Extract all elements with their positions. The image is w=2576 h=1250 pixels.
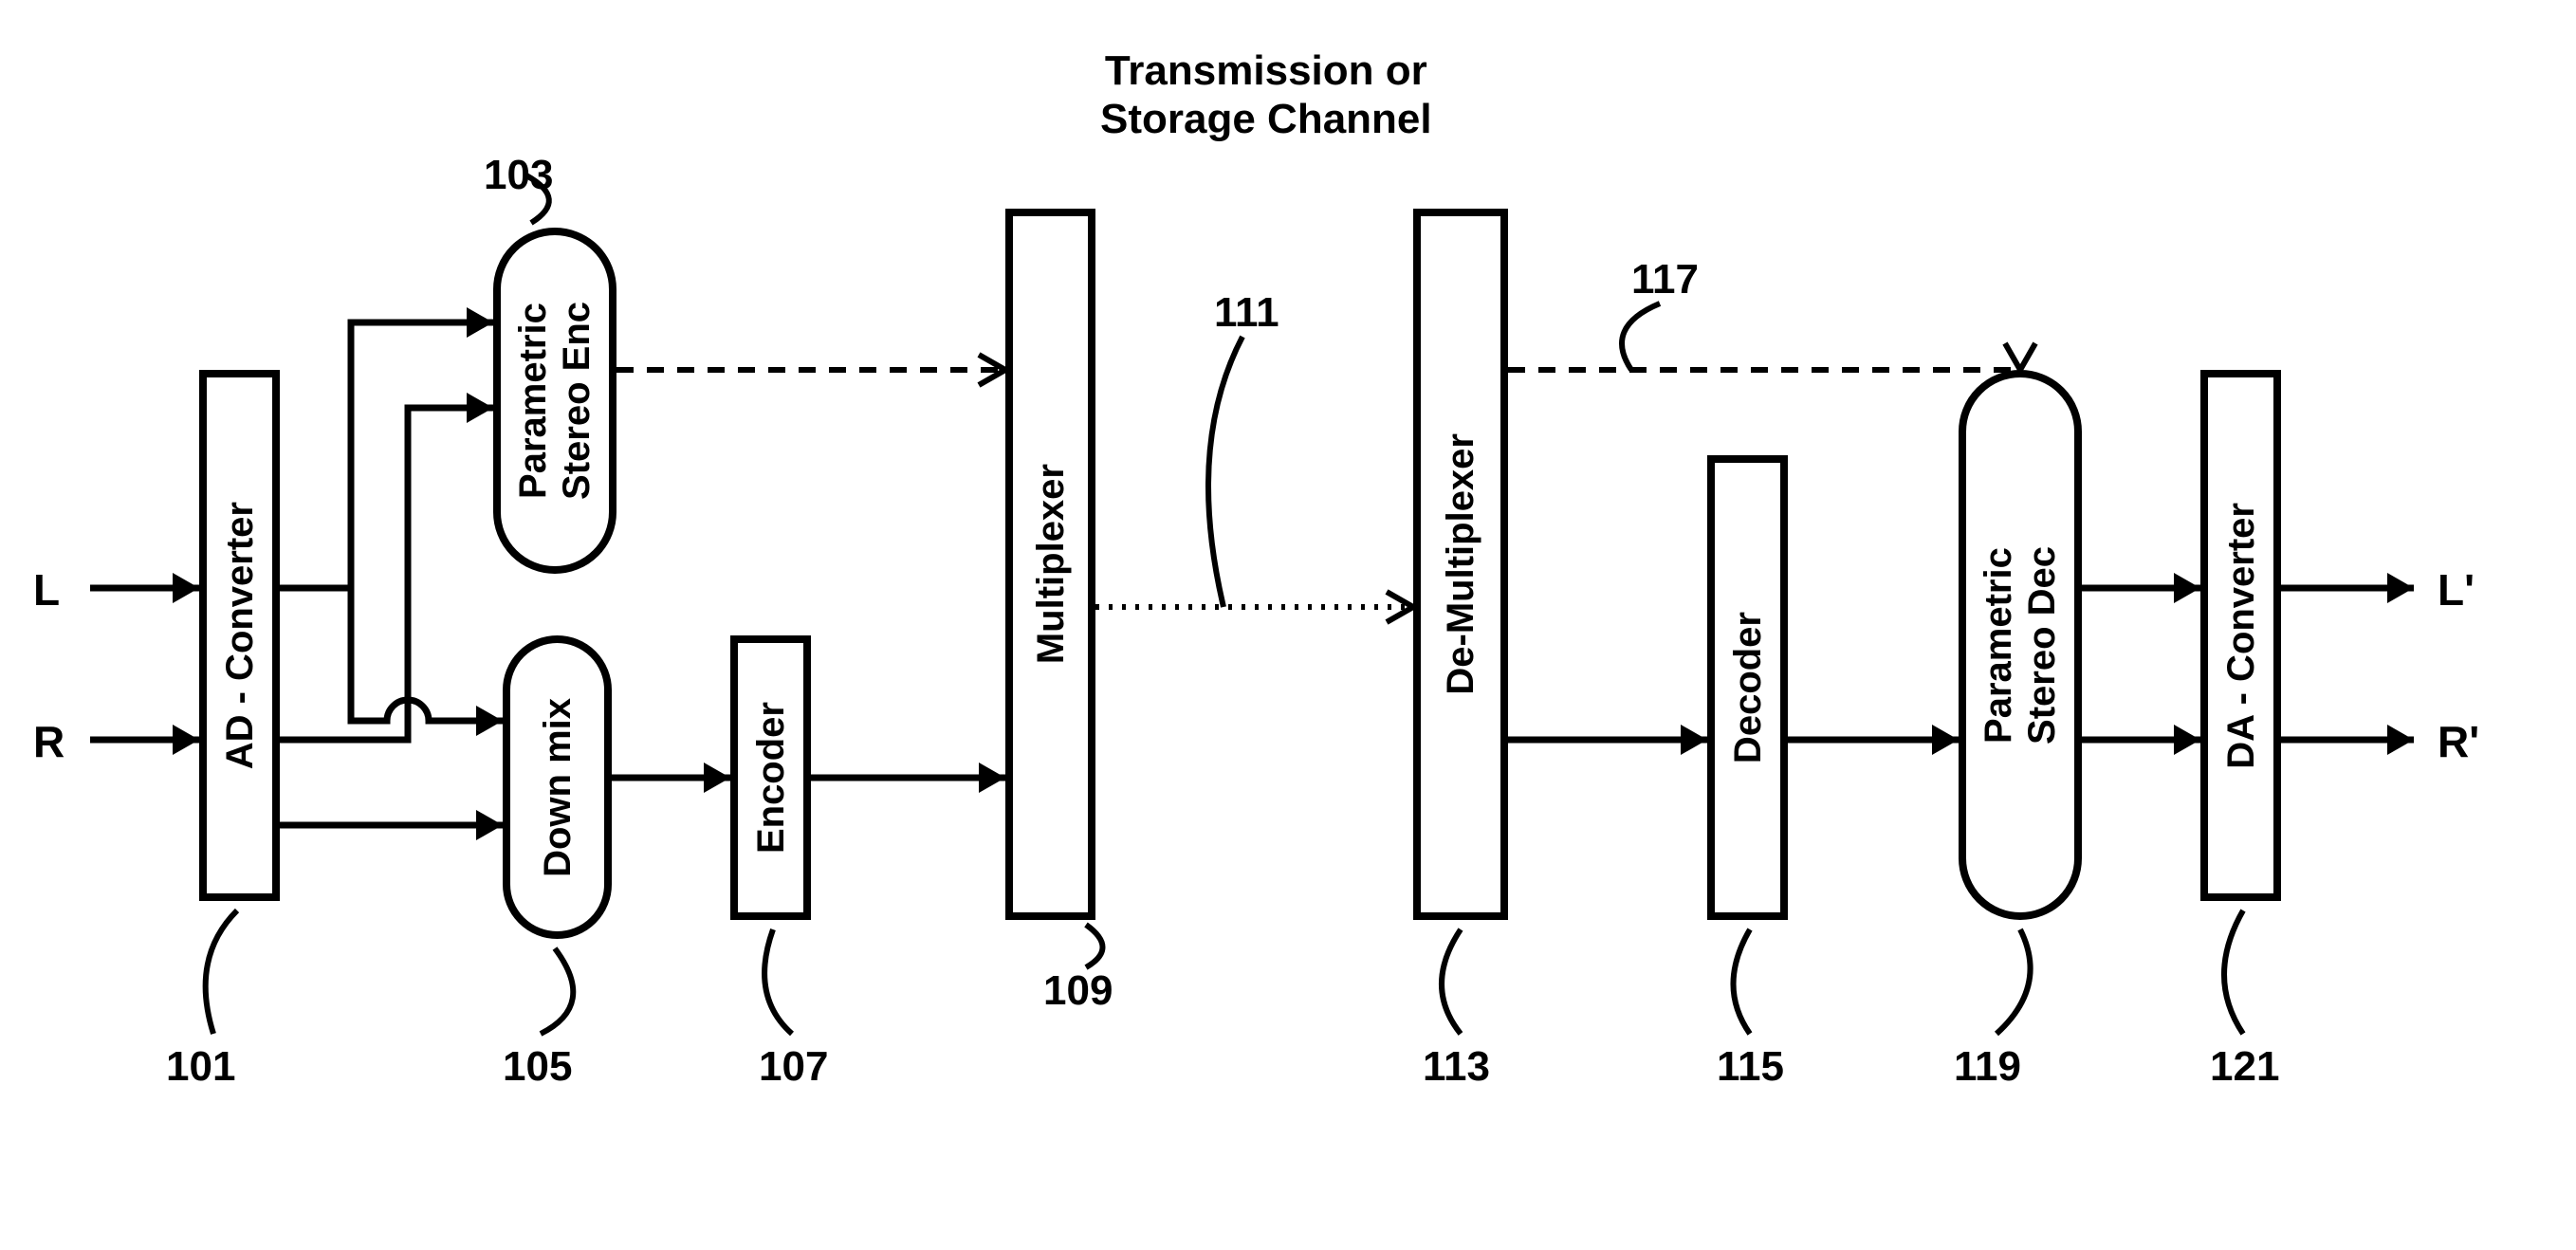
arrowhead-R-to-ad: [173, 725, 199, 755]
edge-ad-to-downmix-top: [351, 588, 503, 721]
arrowhead-ad-to-psenc-bot: [467, 393, 493, 423]
arrowhead-ad-to-downmix-top: [476, 706, 503, 736]
downmix-label: Down mix: [536, 698, 580, 877]
mux-label: Multiplexer: [1029, 464, 1073, 664]
arrowhead-downmix-to-enc: [704, 763, 730, 793]
edge-ad-to-psenc-top: [280, 322, 493, 588]
leader-101: [206, 910, 237, 1034]
leader-111: [1208, 337, 1242, 607]
ref-119: 119: [1954, 1043, 2021, 1091]
leader-107: [764, 929, 792, 1034]
ref-105: 105: [503, 1043, 572, 1091]
io-R_out: R': [2438, 716, 2479, 767]
arrowhead-da-to-L: [2387, 573, 2414, 603]
decoder-label: Decoder: [1726, 612, 1770, 763]
arrowhead-demux-to-psdec: [2005, 343, 2035, 370]
arrowhead-ad-to-downmix-bot: [476, 810, 503, 840]
da-block: DA - Converter: [2200, 370, 2281, 901]
arrowhead-enc-to-mux: [979, 763, 1005, 793]
leader-115: [1734, 929, 1751, 1034]
edge-ad-to-psenc-bot: [280, 408, 493, 740]
arrowhead-da-to-R: [2387, 725, 2414, 755]
ad-block: AD - Converter: [199, 370, 280, 901]
io-R_in: R: [33, 716, 64, 767]
ref-113: 113: [1423, 1043, 1490, 1091]
ref-109: 109: [1043, 967, 1113, 1015]
ref-111: 111: [1214, 289, 1279, 337]
leader-119: [1996, 929, 2031, 1034]
arrowhead-dec-to-psdec: [1932, 725, 1959, 755]
wire-layer: [0, 0, 2576, 1250]
ad-label: AD - Converter: [218, 502, 262, 769]
ref-117: 117: [1631, 256, 1699, 303]
downmix-block: Down mix: [503, 635, 612, 939]
psdec-label: Parametric Stereo Dec: [1977, 546, 2064, 744]
ref-121: 121: [2210, 1043, 2279, 1091]
encoder-label: Encoder: [749, 702, 793, 854]
psenc-label: Parametric Stereo Enc: [511, 302, 598, 500]
signal-flow-diagram: Transmission or Storage Channel AD - Con…: [0, 0, 2576, 1250]
io-L_in: L: [33, 564, 60, 616]
io-L_out: L': [2438, 564, 2475, 616]
encoder-block: Encoder: [730, 635, 811, 920]
mux-block: Multiplexer: [1005, 209, 1095, 920]
leader-117: [1622, 303, 1660, 370]
leader-113: [1442, 929, 1461, 1034]
leader-121: [2224, 910, 2243, 1034]
ref-103: 103: [484, 152, 553, 199]
leader-109: [1086, 925, 1103, 967]
arrowhead-L-to-ad: [173, 573, 199, 603]
demux-block: De-Multiplexer: [1413, 209, 1508, 920]
ref-101: 101: [166, 1043, 235, 1091]
arrowhead-demux-to-dec: [1681, 725, 1707, 755]
psdec-block: Parametric Stereo Dec: [1959, 370, 2082, 920]
arrowhead-psdec-to-da-top: [2174, 573, 2200, 603]
arrowhead-psdec-to-da-bot: [2174, 725, 2200, 755]
leader-105: [541, 948, 573, 1034]
psenc-block: Parametric Stereo Enc: [493, 228, 616, 574]
arrowhead-ad-to-psenc-top: [467, 307, 493, 338]
decoder-block: Decoder: [1707, 455, 1788, 920]
da-label: DA - Converter: [2219, 503, 2263, 769]
ref-115: 115: [1717, 1043, 1784, 1091]
ref-107: 107: [759, 1043, 828, 1091]
demux-label: De-Multiplexer: [1439, 433, 1482, 695]
